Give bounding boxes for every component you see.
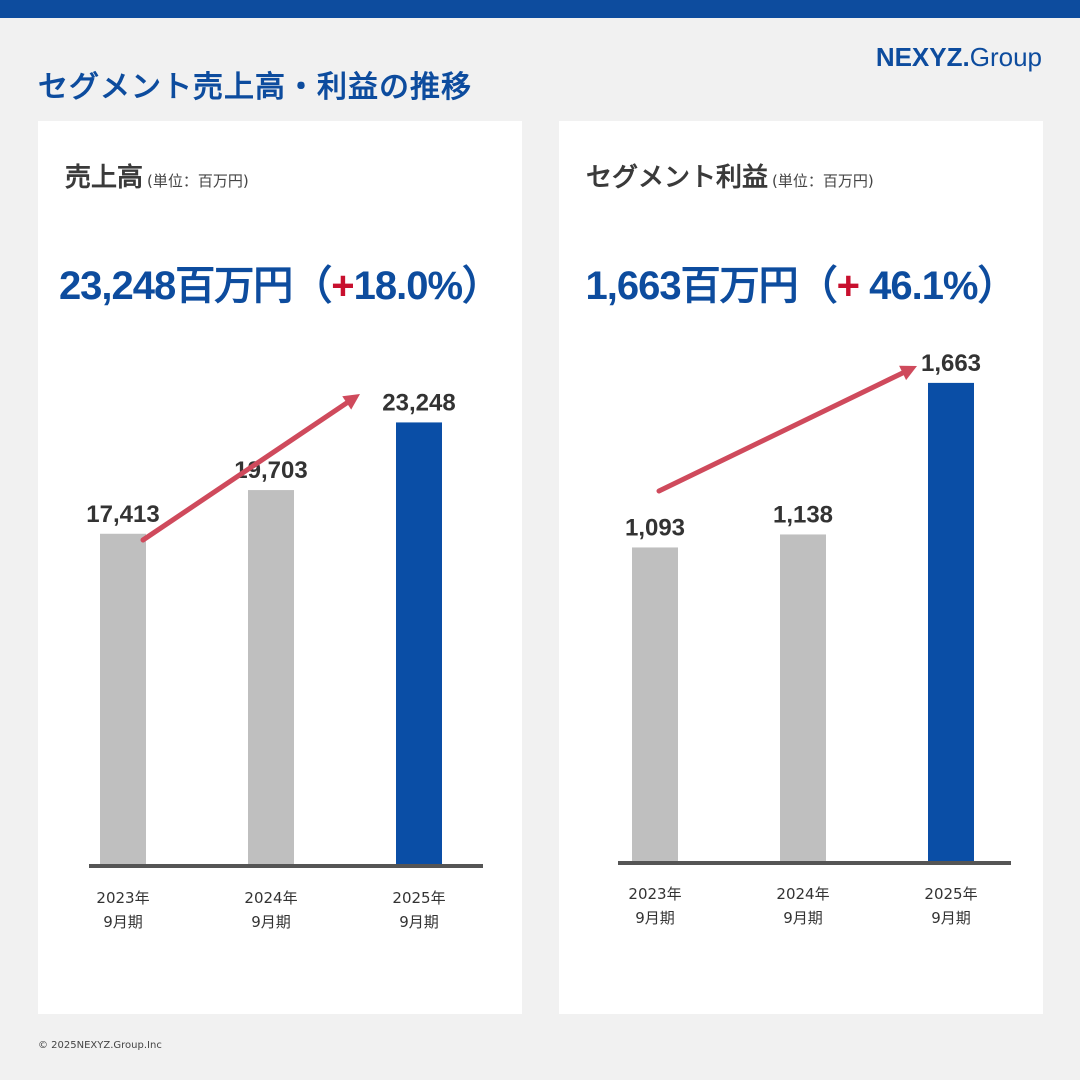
profit-value-label-2: 1,663	[921, 350, 981, 377]
profit-trend-arrow-head	[899, 365, 917, 381]
sales-category-label-2-1: 9月期	[399, 913, 439, 931]
sales-trend-arrow-line	[140, 400, 350, 543]
profit-headline-pct: 46.1%）	[858, 264, 1017, 308]
logo-main: NEXYZ.	[875, 42, 970, 72]
profit-category-label-1-0: 2024年	[776, 885, 829, 903]
profit-bar-1	[780, 534, 826, 863]
sales-panel: 売上高 (単位：百万円) 23,248百万円（+18.0%） 17,413 2023…	[38, 121, 522, 1014]
sales-category-label-0-1: 9月期	[103, 913, 143, 931]
sales-unit-label: (単位：百万円)	[147, 172, 249, 190]
profit-heading: セグメント利益 (単位：百万円)	[586, 157, 874, 194]
profit-category-label-1-1: 9月期	[783, 909, 823, 927]
sales-category-label-1-0: 2024年	[244, 889, 297, 907]
profit-value-label-1: 1,138	[773, 501, 833, 528]
sales-bar-1	[248, 490, 294, 866]
profit-trend-arrow-line	[656, 370, 906, 494]
sales-value-label-0: 17,413	[86, 501, 159, 528]
profit-bar-chart: 1,093 2023年 9月期 1,138 2024年 9月期 1,663 2025年 9月期	[618, 350, 1011, 927]
sales-category-label-0-0: 2023年	[96, 889, 149, 907]
profit-unit-label: (単位：百万円)	[772, 172, 874, 190]
company-logo: NEXYZ.Group	[876, 42, 1042, 73]
profit-category-label-2-0: 2025年	[924, 885, 977, 903]
profit-category-label-0-1: 9月期	[635, 909, 675, 927]
profit-category-label-0-0: 2023年	[628, 885, 681, 903]
sales-headline-pct: 18.0%）	[353, 264, 502, 308]
sales-trend-arrow-head	[342, 394, 360, 410]
profit-headline-value: 1,663百万円（	[585, 264, 838, 308]
sales-bar-chart: 17,4132023年9月期19,7032024年9月期23,2482025年9…	[86, 389, 483, 931]
profit-category-label-2-1: 9月期	[931, 909, 971, 927]
top-band	[0, 0, 1080, 18]
profit-value-label-0: 1,093	[625, 514, 685, 541]
logo-sub: Group	[969, 42, 1042, 72]
sales-bar-0	[100, 533, 146, 866]
profit-heading-label: セグメント利益	[586, 163, 769, 193]
sales-bar-2	[396, 422, 442, 866]
sales-headline-value: 23,248百万円（	[58, 264, 332, 308]
sales-headline-plus: +	[331, 264, 354, 308]
page-title: セグメント売上高・利益の推移	[38, 70, 472, 105]
profit-bar-2	[928, 382, 974, 863]
copyright: © 2025NEXYZ.Group.Inc	[38, 1040, 162, 1051]
sales-heading: 売上高 (単位：百万円)	[65, 157, 249, 194]
profit-headline-plus: +	[836, 264, 860, 308]
sales-headline: 23,248百万円（+18.0%）	[38, 253, 522, 311]
sales-heading-label: 売上高	[65, 163, 144, 193]
sales-value-label-2: 23,248	[382, 389, 455, 416]
profit-bar-0	[632, 547, 678, 863]
sales-category-label-1-1: 9月期	[251, 913, 291, 931]
profit-headline: 1,663百万円（+ 46.1%）	[559, 253, 1043, 311]
sales-category-label-2-0: 2025年	[392, 889, 445, 907]
profit-panel: セグメント利益 (単位：百万円) 1,663百万円（+ 46.1%） 1,093 2…	[559, 121, 1043, 1014]
